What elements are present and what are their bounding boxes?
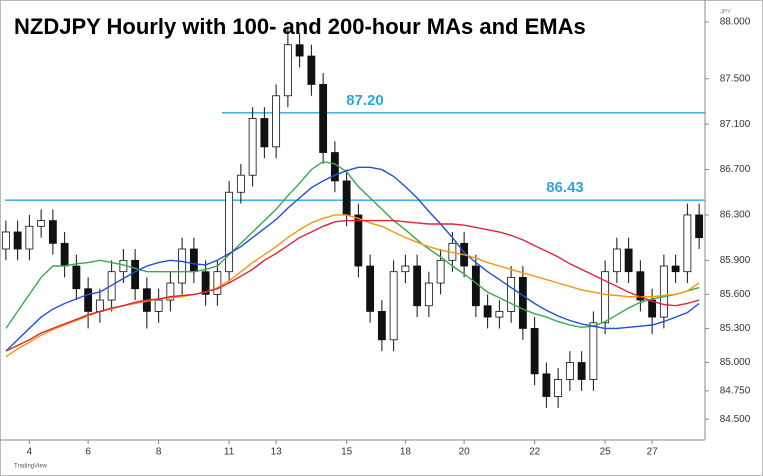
candle-body <box>283 44 292 97</box>
candle-body <box>72 265 81 290</box>
x-tick-label: 4 <box>27 447 33 458</box>
candle-body <box>84 288 93 312</box>
candle-body <box>1 231 10 250</box>
x-tick-label: 15 <box>341 447 353 458</box>
candle-body <box>25 225 34 250</box>
y-tick-label: 85.000 <box>720 357 751 368</box>
candle-body <box>683 214 692 273</box>
candle-body <box>424 282 433 307</box>
y-tick-label: 87.500 <box>720 73 751 84</box>
candle-body <box>413 265 422 307</box>
candle-body <box>342 180 351 216</box>
x-tick-label: 18 <box>400 447 412 458</box>
candle-body <box>189 248 198 273</box>
watermark: TradingView <box>14 464 48 470</box>
candle-body <box>624 248 633 273</box>
candle-body <box>483 305 492 318</box>
candle-body <box>436 259 445 284</box>
candle-body <box>565 362 574 380</box>
candle-body <box>166 282 175 301</box>
ma-line <box>5 166 700 352</box>
candle-body <box>225 191 234 273</box>
x-tick-label: 6 <box>85 447 91 458</box>
candle-body <box>518 276 527 329</box>
candle-body <box>671 265 680 273</box>
candle-body <box>248 118 257 176</box>
candle-body <box>260 118 269 148</box>
candle-body <box>612 248 621 273</box>
currency-label: JPY <box>720 10 731 16</box>
candle-body <box>307 55 316 85</box>
candle-body <box>236 174 245 193</box>
candle-body <box>295 44 304 57</box>
x-tick-label: 13 <box>271 447 283 458</box>
candle-body <box>13 231 22 250</box>
y-tick-label: 84.500 <box>720 414 751 425</box>
candle-body <box>636 271 645 301</box>
candle-body <box>542 373 551 397</box>
candle-body <box>648 299 657 318</box>
candle-body <box>37 220 46 227</box>
candle-body <box>530 328 539 375</box>
x-tick-label: 11 <box>224 447 235 458</box>
candle-body <box>471 265 480 307</box>
candle-body <box>377 311 386 341</box>
y-tick-label: 88.000 <box>720 17 751 28</box>
y-tick-label: 84.750 <box>720 385 751 396</box>
ma-line <box>5 160 700 329</box>
candle-body <box>319 84 328 153</box>
candle-body <box>272 95 281 148</box>
level-label: 87.20 <box>346 92 384 109</box>
y-tick-label: 86.300 <box>720 210 751 221</box>
candle-body <box>589 322 598 380</box>
candle-body <box>60 242 69 267</box>
candle-body <box>178 248 187 284</box>
candle-body <box>554 379 563 397</box>
chart-title: NZDJPY Hourly with 100- and 200-hour MAs… <box>14 14 586 39</box>
x-tick-label: 22 <box>529 447 541 458</box>
ma-line <box>5 219 700 352</box>
y-tick-label: 87.100 <box>720 119 751 130</box>
y-tick-label: 85.600 <box>720 289 751 300</box>
level-label: 86.43 <box>546 179 584 196</box>
candle-body <box>95 299 104 312</box>
y-tick-label: 85.300 <box>720 323 751 334</box>
candle-body <box>131 259 140 290</box>
candle-body <box>659 265 668 318</box>
x-tick-label: 8 <box>156 447 162 458</box>
candle-body <box>601 271 610 324</box>
candle-body <box>48 220 57 244</box>
candle-body <box>495 311 504 318</box>
candle-body <box>201 271 210 295</box>
candle-body <box>695 214 704 239</box>
y-tick-label: 85.900 <box>720 255 751 266</box>
candle-body <box>354 214 363 267</box>
candle-body <box>577 362 586 380</box>
x-tick-label: 20 <box>459 447 471 458</box>
candle-body <box>154 299 163 312</box>
y-tick-label: 86.700 <box>720 164 751 175</box>
candle-body <box>401 265 410 273</box>
candle-body <box>366 265 375 312</box>
x-tick-label: 27 <box>647 447 659 458</box>
candle-body <box>213 271 222 295</box>
candle-body <box>507 276 516 312</box>
x-tick-label: 25 <box>600 447 612 458</box>
candle-body <box>389 271 398 341</box>
